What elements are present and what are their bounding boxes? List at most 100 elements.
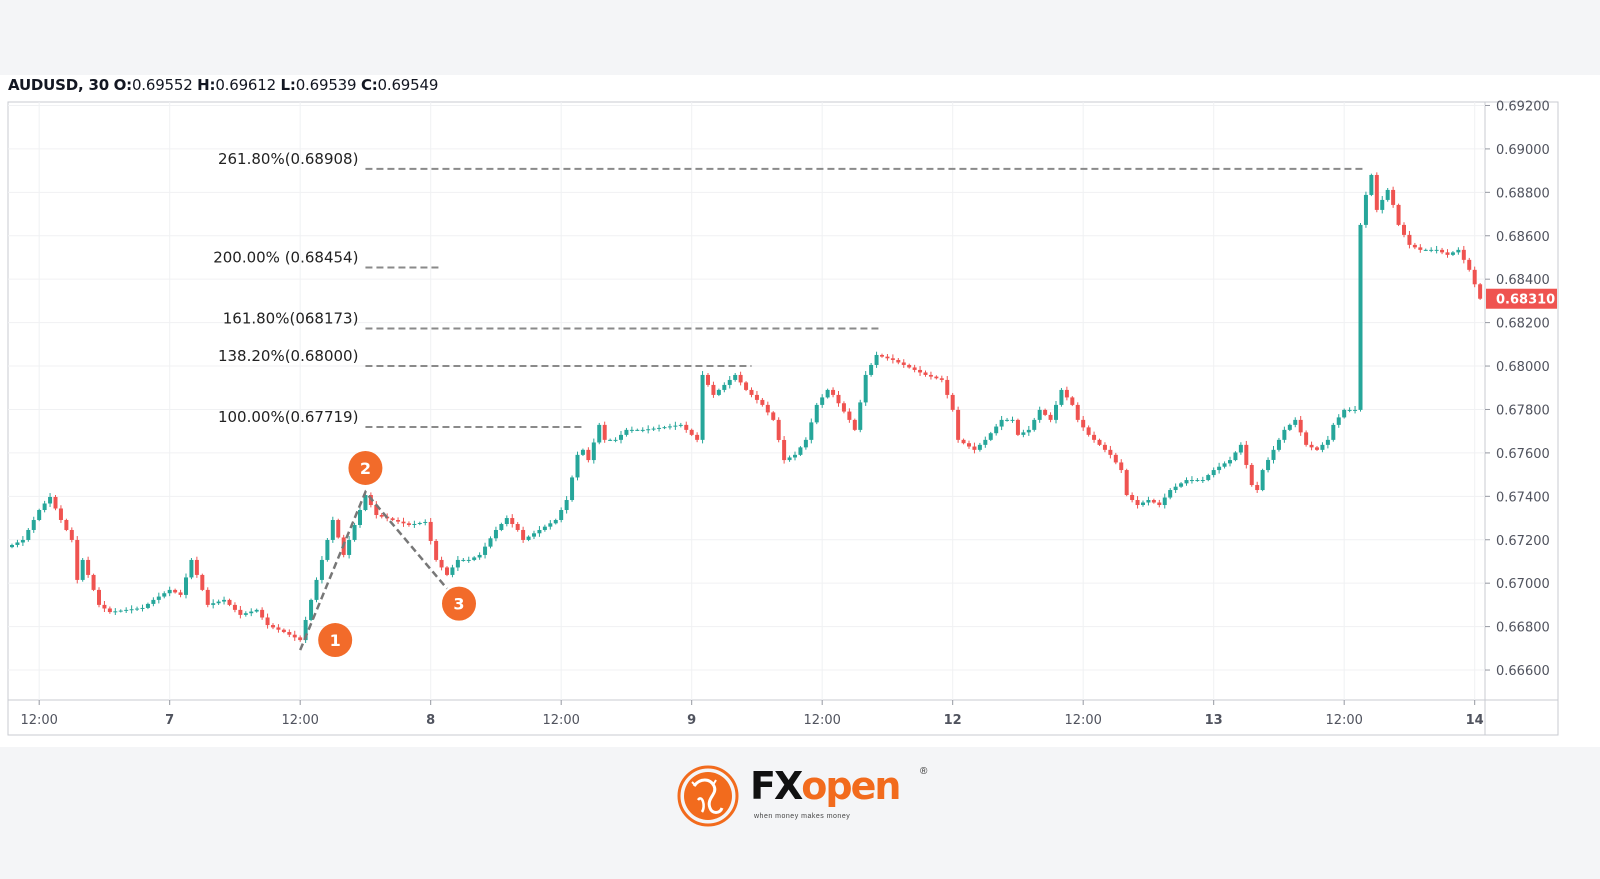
candle (602, 421, 607, 443)
candle (890, 354, 895, 364)
candle-body (1032, 419, 1037, 430)
candle-body (1108, 449, 1113, 455)
candle (271, 623, 275, 630)
y-tick-label: 0.68400 (1496, 273, 1550, 288)
candle (48, 493, 53, 508)
candle-body (97, 589, 101, 605)
candle (69, 527, 74, 543)
candle-body (1222, 463, 1227, 467)
candle (836, 391, 841, 407)
candle-body (825, 389, 830, 398)
candle-body (831, 389, 836, 395)
candle (472, 556, 477, 562)
candle-body (1456, 249, 1461, 253)
candle-body (1385, 189, 1390, 200)
candle-body (1440, 249, 1445, 253)
candle (53, 495, 58, 511)
candle (1032, 417, 1037, 432)
candle-body (1391, 189, 1396, 205)
candle (64, 518, 69, 532)
candle-body (1461, 249, 1466, 260)
candle (173, 588, 178, 594)
candle-body (374, 505, 379, 515)
candle-body (923, 372, 928, 375)
candle (1015, 418, 1020, 437)
candle (716, 388, 721, 397)
candle-body (727, 379, 732, 385)
candle (401, 517, 406, 527)
candle-body (1418, 247, 1423, 250)
candle (967, 440, 971, 449)
candle (1206, 473, 1211, 482)
candle-body (1271, 449, 1276, 460)
candle (749, 387, 754, 398)
candle (988, 431, 993, 442)
candle-body (586, 449, 591, 461)
candle-body (1054, 404, 1058, 420)
candle-body (1059, 389, 1064, 405)
candle (1412, 242, 1417, 250)
candle-body (972, 446, 977, 450)
candle-body (994, 426, 999, 434)
candle-body (803, 439, 808, 448)
y-tick-label: 0.67200 (1496, 534, 1550, 549)
y-tick-label: 0.67000 (1496, 577, 1550, 592)
x-tick-label: 12 (944, 713, 962, 728)
y-tick-label: 0.68000 (1496, 360, 1550, 375)
candle (26, 528, 31, 542)
candle-body (42, 503, 47, 511)
candle-body (1015, 419, 1020, 435)
candle-body (977, 444, 982, 450)
candle (646, 425, 651, 434)
candle (575, 451, 580, 481)
candle (722, 382, 727, 393)
candle (1092, 431, 1097, 443)
candle-body (1200, 480, 1205, 482)
registered-mark: ® (920, 766, 928, 777)
candle-body (1380, 199, 1385, 210)
candle-body (841, 403, 846, 412)
x-tick-label: 12:00 (542, 713, 579, 728)
close-value: 0.69549 (377, 76, 439, 94)
candle-body (455, 559, 460, 568)
candle (635, 428, 640, 432)
candle-body (1396, 204, 1401, 225)
candle-body (173, 589, 178, 593)
candle-body (1124, 470, 1129, 496)
candle (1162, 493, 1167, 509)
candle (75, 536, 80, 584)
candle-body (271, 625, 275, 628)
candle-body (222, 599, 227, 602)
candle (1304, 430, 1309, 447)
candle (754, 391, 759, 404)
x-tick-label: 12:00 (803, 713, 840, 728)
candle-body (37, 510, 42, 520)
candle-body (69, 529, 74, 540)
candle-body (189, 559, 194, 578)
candle (1059, 387, 1064, 407)
candle-body (319, 559, 324, 580)
candle (629, 426, 634, 433)
candle-body (379, 514, 384, 517)
candle (1238, 442, 1243, 455)
candle-body (532, 533, 536, 537)
candle-body (363, 495, 368, 511)
y-tick-label: 0.66800 (1496, 621, 1550, 636)
candle-body (695, 434, 700, 440)
candle-body (10, 544, 14, 548)
candle (222, 596, 227, 605)
candle-body (874, 354, 879, 365)
wave-point-marker: 2 (348, 450, 383, 485)
candle (548, 520, 553, 530)
candle (608, 438, 613, 442)
candle-body (689, 429, 694, 435)
candle-body (406, 523, 411, 525)
candle (151, 597, 156, 607)
wave-point-circle (318, 623, 353, 658)
candle-body (580, 449, 585, 455)
candle (744, 381, 749, 392)
candle (1423, 248, 1428, 252)
candle (1119, 459, 1124, 473)
candle-body (542, 526, 547, 530)
